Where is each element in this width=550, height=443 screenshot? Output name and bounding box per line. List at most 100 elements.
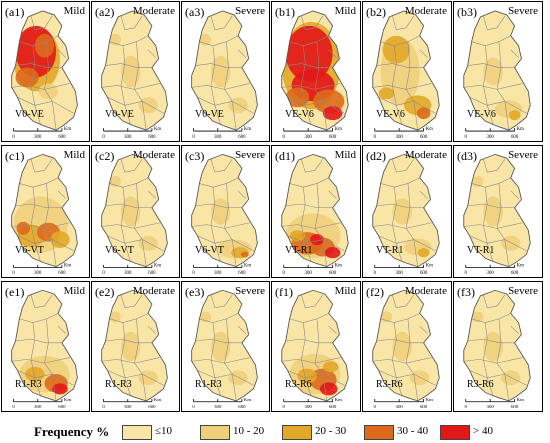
map-panel-f1: 0 300 600 Km (f1) Mild R3-R6 bbox=[271, 281, 361, 412]
panel-tag: (c2) bbox=[95, 149, 115, 163]
province-boundary bbox=[289, 313, 329, 323]
map-panel-b3: 0 300 600 Km (b3) Severe VE-V6 bbox=[453, 1, 543, 142]
province-boundary bbox=[17, 235, 74, 252]
frequency-patch bbox=[322, 361, 339, 373]
scale-unit: Km bbox=[426, 264, 434, 269]
map-panel-d1: 0 300 600 Km (d1) Mild VT-R1 bbox=[271, 145, 361, 278]
scale-unit: Km bbox=[335, 398, 343, 403]
scale-tick-label: 600 bbox=[329, 271, 337, 276]
scale-tick-label: 0 bbox=[283, 405, 286, 410]
frequency-patch bbox=[15, 67, 39, 88]
scale-tick-label: 600 bbox=[238, 135, 246, 140]
province-boundary bbox=[376, 63, 424, 68]
panel-severity: Mild bbox=[334, 149, 356, 161]
legend-swatch-20-30 bbox=[282, 425, 312, 440]
province-boundary bbox=[483, 45, 494, 126]
province-boundary bbox=[314, 318, 328, 401]
region-map: 0 300 600 Km bbox=[281, 153, 349, 276]
panel-tag: (d1) bbox=[275, 149, 295, 163]
province-boundary bbox=[105, 203, 152, 209]
map-panel-c2: 0 300 600 Km (c2) Moderate V6-VT bbox=[91, 145, 180, 278]
province-boundary bbox=[463, 83, 523, 90]
province-boundary bbox=[147, 49, 157, 58]
province-boundary bbox=[392, 322, 403, 397]
panel-tag: (e3) bbox=[185, 285, 205, 299]
frequency-patch bbox=[508, 110, 521, 121]
scale-tick-label: 0 bbox=[12, 405, 15, 410]
scale-tick-label: 600 bbox=[58, 405, 66, 410]
region-outline bbox=[372, 289, 440, 402]
frequency-patch bbox=[483, 331, 503, 362]
panel-stage: V0-VE bbox=[15, 109, 44, 120]
panel-tag: (f2) bbox=[366, 285, 384, 299]
region-map: 0 300 600 Km bbox=[281, 289, 349, 410]
scale-unit: Km bbox=[154, 127, 161, 132]
map-panel-b1: 0 300 600 Km (b1) Mild VE-V6 bbox=[271, 1, 361, 142]
panel-tag: (f3) bbox=[457, 285, 475, 299]
province-boundary bbox=[467, 338, 515, 344]
province-boundary bbox=[285, 203, 333, 209]
province-boundary bbox=[287, 235, 345, 252]
province-boundary bbox=[483, 187, 494, 263]
province-boundary bbox=[380, 313, 420, 323]
panel-stage: VT-R1 bbox=[285, 245, 313, 256]
scale-tick-label: 300 bbox=[214, 271, 222, 276]
province-boundary bbox=[392, 158, 415, 173]
province-boundary bbox=[134, 41, 147, 131]
frequency-patch bbox=[285, 87, 310, 108]
panel-tag: (e1) bbox=[5, 285, 25, 299]
province-boundary bbox=[471, 177, 511, 188]
frequency-patch bbox=[322, 106, 343, 121]
legend-label-20-30: 20 - 30 bbox=[315, 425, 347, 437]
scale-tick-label: 0 bbox=[283, 271, 286, 276]
province-boundary bbox=[372, 357, 432, 364]
panel-stage: VE-V6 bbox=[285, 109, 314, 120]
province-boundary bbox=[120, 158, 143, 173]
legend-swatch-10-20 bbox=[200, 425, 230, 440]
panel-stage: R1-R3 bbox=[195, 379, 222, 390]
province-boundary bbox=[101, 83, 160, 90]
province-boundary bbox=[195, 63, 242, 68]
province-boundary bbox=[392, 187, 403, 263]
scale-tick-label: 300 bbox=[487, 135, 495, 140]
province-boundary bbox=[380, 177, 420, 188]
panel-severity: Severe bbox=[235, 285, 265, 297]
scale-tick-label: 0 bbox=[374, 271, 377, 276]
province-boundary bbox=[17, 370, 74, 386]
panel-stage: VT-R1 bbox=[376, 245, 404, 256]
scale-unit: Km bbox=[335, 264, 343, 269]
region-map: 0 300 600 Km bbox=[191, 10, 258, 140]
province-boundary bbox=[469, 370, 527, 386]
province-boundary bbox=[191, 222, 250, 229]
frequency-patch bbox=[52, 383, 68, 395]
province-boundary bbox=[378, 235, 436, 252]
scale-tick-label: 0 bbox=[192, 271, 195, 276]
region-outline bbox=[463, 289, 531, 402]
region-outline bbox=[463, 153, 531, 268]
legend-label-10-20: 10 - 20 bbox=[233, 425, 265, 437]
region-outline bbox=[11, 289, 78, 402]
province-boundary bbox=[301, 322, 312, 397]
panel-tag: (a2) bbox=[95, 5, 115, 19]
province-boundary bbox=[11, 222, 70, 229]
region-outline bbox=[191, 10, 258, 131]
panel-tag: (a3) bbox=[185, 5, 205, 19]
legend: Frequency % ≤10 10 - 20 20 - 30 30 - 40 … bbox=[0, 417, 550, 443]
province-boundary bbox=[57, 190, 67, 199]
province-boundary bbox=[147, 190, 157, 199]
province-boundary bbox=[44, 318, 57, 401]
scale-tick-label: 300 bbox=[305, 405, 313, 410]
province-boundary bbox=[510, 326, 519, 334]
frequency-patch bbox=[319, 382, 338, 396]
frequency-patch bbox=[392, 331, 412, 362]
map-panel-e1: 0 300 600 Km (e1) Mild R1-R3 bbox=[1, 281, 90, 412]
region-outline bbox=[11, 10, 78, 131]
frequency-patch bbox=[121, 55, 141, 88]
province-boundary bbox=[30, 45, 41, 126]
province-boundary bbox=[510, 49, 519, 58]
panel-tag: (a1) bbox=[5, 5, 25, 19]
province-boundary bbox=[237, 326, 247, 334]
province-boundary bbox=[17, 97, 74, 114]
province-boundary bbox=[120, 45, 131, 126]
province-boundary bbox=[105, 338, 152, 344]
